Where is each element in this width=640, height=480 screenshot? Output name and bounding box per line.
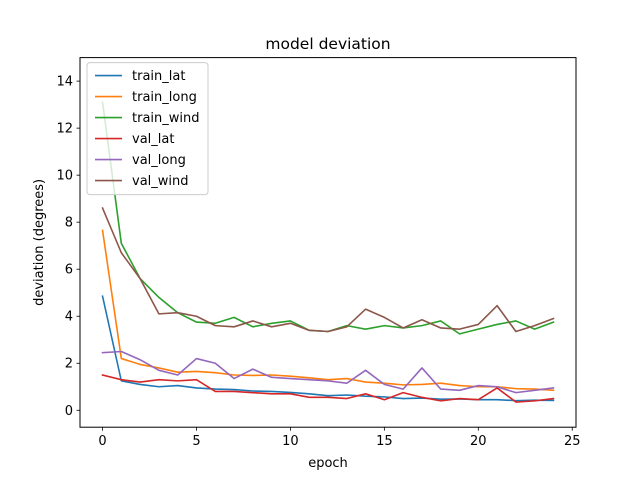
legend-box (86, 62, 209, 196)
x-tick-label: 5 (192, 434, 200, 449)
y-tick-label: 12 (56, 122, 73, 137)
y-tick-label: 2 (65, 357, 73, 372)
y-tick-label: 8 (65, 216, 73, 231)
y-tick-label: 10 (56, 169, 73, 184)
axis-ticks: 0 5 10 15 20 25 0 2 4 6 8 10 12 14 (56, 75, 580, 450)
x-tick-label: 10 (282, 434, 299, 449)
series-line-val-lat (101, 374, 555, 403)
chart-title: model deviation (265, 35, 390, 53)
plot-area (101, 101, 555, 403)
legend-label-train-lat: train_lat (132, 69, 185, 84)
x-tick-label: 25 (564, 434, 581, 449)
x-tick-label: 0 (98, 434, 106, 449)
y-tick-label: 6 (65, 263, 73, 278)
legend-label-train-wind: train_wind (132, 111, 200, 126)
x-tick-label: 15 (376, 434, 393, 449)
y-tick-label: 4 (65, 310, 73, 325)
legend-label-train-long: train_long (132, 90, 197, 105)
series-line-val-long (101, 350, 555, 394)
y-tick-label: 0 (65, 404, 73, 419)
series-line-val-wind (101, 207, 555, 333)
series-line-train-long (101, 229, 555, 392)
y-axis-label: deviation (degrees) (32, 179, 47, 306)
x-tick-label: 20 (470, 434, 487, 449)
y-tick-label: 14 (56, 75, 73, 90)
legend-label-val-long: val_long (132, 153, 186, 168)
x-axis-label: epoch (308, 456, 348, 471)
legend: train_lat train_long train_wind val_lat val_… (86, 62, 209, 196)
legend-label-val-lat: val_lat (132, 132, 174, 147)
axes-frame (79, 57, 577, 428)
legend-label-val-wind: val_wind (132, 174, 189, 189)
